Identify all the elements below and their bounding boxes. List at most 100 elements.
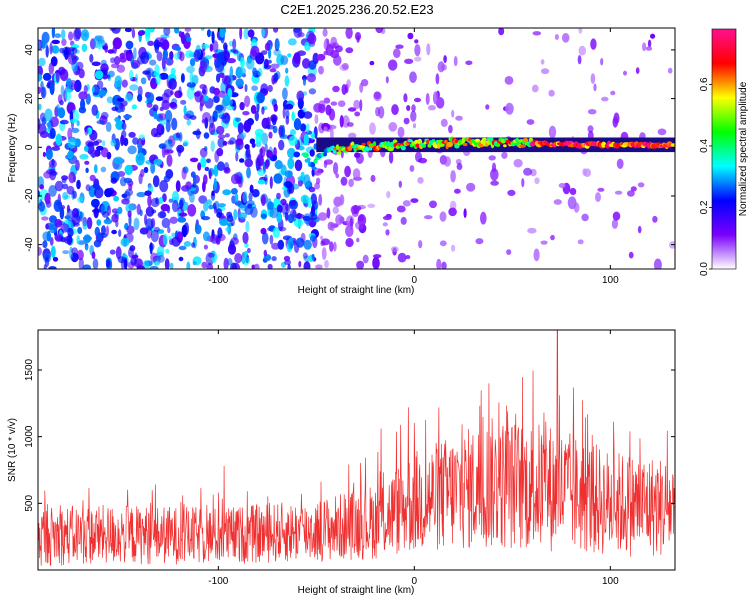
heatmap-cell [425, 93, 430, 105]
heatmap-cell [373, 91, 382, 102]
heatmap-cell [261, 28, 265, 38]
heatmap-cell [178, 245, 187, 251]
x-tick-label: -100 [208, 576, 228, 587]
heatmap-cell [373, 254, 382, 259]
heatmap-cell [232, 38, 237, 50]
heatmap-cell [630, 186, 637, 192]
heatmap-cell [273, 173, 283, 184]
heatmap-cell [242, 231, 249, 244]
heatmap-cell [288, 38, 297, 46]
heatmap-cell [490, 180, 499, 186]
x-tick-label: -100 [208, 275, 228, 286]
heatmap-cell [186, 81, 196, 88]
heatmap-cell [159, 113, 166, 121]
heatmap-cell [154, 132, 162, 138]
heatmap-cell [443, 55, 447, 64]
heatmap-cell [94, 35, 103, 42]
heatmap-cell [213, 206, 218, 214]
heatmap-cell [110, 177, 118, 184]
heatmap-cell [397, 252, 407, 263]
heatmap-cell [274, 160, 283, 170]
heatmap-cell [385, 76, 389, 84]
heatmap-cell [236, 51, 242, 62]
heatmap-cell [238, 180, 243, 188]
heatmap-cell [480, 211, 487, 225]
heatmap-cell [178, 256, 184, 262]
heatmap-cell [345, 225, 354, 237]
heatmap-cell [403, 93, 408, 103]
heatmap-cell [38, 103, 42, 111]
heatmap-cell [65, 91, 71, 101]
heatmap-cell [498, 28, 505, 36]
heatmap-cell [385, 229, 390, 236]
heatmap-cell [67, 137, 77, 149]
heatmap-cell [287, 213, 295, 224]
heatmap-cell [71, 247, 78, 255]
heatmap-cell [266, 198, 272, 211]
heatmap-cell [250, 206, 258, 218]
heatmap-cell [278, 139, 285, 151]
heatmap-cell [114, 116, 121, 123]
heatmap-cell [109, 249, 116, 255]
heatmap-cell [411, 104, 416, 113]
heatmap-cell [297, 179, 303, 187]
heatmap-cell [335, 45, 343, 53]
heatmap-cell [637, 225, 642, 234]
heatmap-cell [38, 57, 46, 67]
heatmap-cell [189, 157, 199, 163]
heatmap-cell [77, 226, 83, 235]
heatmap-cell [491, 162, 497, 173]
heatmap-cell [78, 106, 87, 114]
heatmap-cell [94, 205, 99, 219]
heatmap-cell [640, 132, 646, 139]
heatmap-cell [222, 94, 231, 107]
heatmap-cell [451, 244, 456, 252]
heatmap-cell [309, 235, 316, 242]
heatmap-cell [194, 91, 201, 97]
heatmap-cell [506, 249, 512, 256]
heatmap-cell [181, 224, 188, 238]
heatmap-cell [260, 194, 266, 207]
heatmap-cell [167, 226, 171, 234]
heatmap-cell [84, 126, 89, 136]
heatmap-y-axis-label: Frequency (Hz) [7, 114, 18, 183]
heatmap-cell [397, 126, 405, 138]
heatmap-cell [199, 84, 207, 90]
heatmap-cell [410, 110, 417, 122]
heatmap-cell [243, 28, 250, 40]
heatmap-cell [650, 33, 656, 39]
heatmap-cell [244, 158, 253, 168]
heatmap-cell [450, 170, 456, 183]
heatmap-cell [139, 227, 149, 235]
heatmap-cell [226, 58, 236, 64]
heatmap-cell [91, 198, 100, 208]
heatmap-cell [255, 132, 262, 144]
heatmap-cell [238, 212, 248, 220]
heatmap-cell [214, 52, 218, 63]
heatmap-cell [152, 175, 160, 188]
heatmap-cell [456, 162, 463, 171]
heatmap-cell [49, 82, 55, 95]
heatmap-cell [222, 189, 232, 196]
heatmap-cell [488, 155, 496, 161]
heatmap-cell [137, 85, 143, 97]
heatmap-cell [232, 49, 239, 54]
heatmap-cell [55, 133, 63, 146]
heatmap-cell [359, 82, 364, 93]
heatmap-cell [49, 116, 59, 128]
heatmap-cell [501, 151, 508, 159]
heatmap-line-cell [431, 139, 436, 143]
heatmap-cell [345, 47, 354, 54]
heatmap-cell [136, 203, 141, 215]
heatmap-cell [99, 89, 107, 97]
heatmap-cell [96, 219, 102, 226]
heatmap-cell [427, 105, 436, 111]
heatmap-cell [73, 28, 81, 42]
heatmap-cell [181, 167, 187, 180]
heatmap-cell [667, 67, 673, 74]
heatmap-cell [186, 87, 195, 100]
heatmap-cell [275, 39, 280, 50]
heatmap-cell [77, 196, 84, 203]
heatmap-line-cell [417, 138, 423, 145]
heatmap-cell [227, 243, 237, 255]
